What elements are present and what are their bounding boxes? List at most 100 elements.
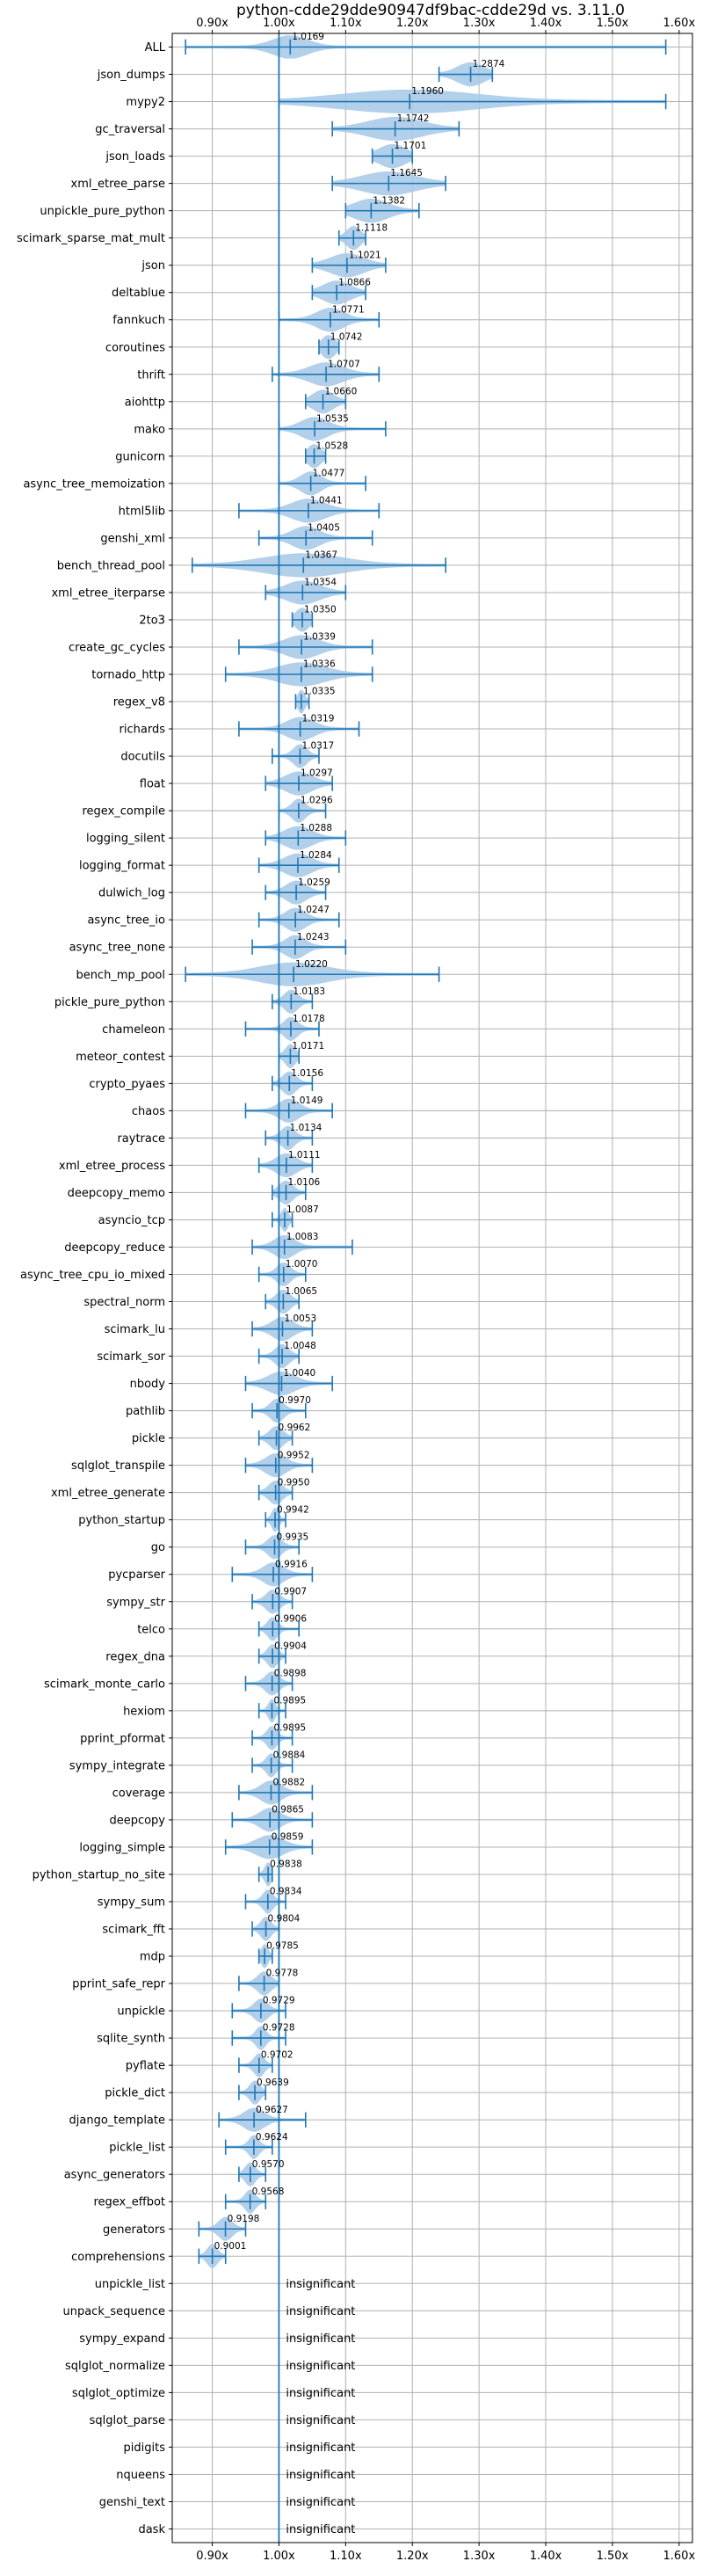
mean-value-label: 0.9198 xyxy=(228,2214,260,2224)
mean-value-label: 0.9838 xyxy=(270,1859,302,1870)
insignificant-label: insignificant xyxy=(286,2523,355,2536)
benchmark-label: regex_dna xyxy=(105,1650,165,1663)
mean-value-label: 0.9898 xyxy=(274,1668,307,1678)
mean-value-label: 1.0183 xyxy=(293,986,325,997)
mean-value-label: 1.1021 xyxy=(349,250,381,260)
mean-value-label: 1.0053 xyxy=(284,1313,316,1324)
x-tick-label-top: 1.20x xyxy=(396,17,429,30)
x-tick-label-top: 1.00x xyxy=(263,17,295,30)
mean-value-label: 1.1701 xyxy=(395,141,427,151)
benchmark-label: scimark_sparse_mat_mult xyxy=(17,232,165,245)
insignificant-label: insignificant xyxy=(286,2278,355,2291)
x-tick-label-top: 1.30x xyxy=(463,17,496,30)
mean-value-label: 0.9785 xyxy=(266,1941,299,1952)
mean-value-label: 0.9804 xyxy=(268,1914,301,1925)
mean-value-label: 0.9702 xyxy=(261,2050,294,2061)
benchmark-label: async_tree_none xyxy=(69,942,165,955)
benchmark-label: bench_thread_pool xyxy=(57,559,165,572)
benchmark-label: async_tree_io xyxy=(87,914,165,928)
benchmark-label: python_startup_no_site xyxy=(33,1868,165,1881)
benchmark-label: async_tree_cpu_io_mixed xyxy=(20,1269,165,1282)
benchmark-label: comprehensions xyxy=(71,2251,165,2264)
mean-value-label: 1.0288 xyxy=(300,823,332,833)
benchmark-label: raytrace xyxy=(117,1132,165,1146)
mean-value-label: 0.9624 xyxy=(256,2132,288,2143)
mean-value-label: 0.9627 xyxy=(256,2105,288,2115)
mean-value-label: 0.9865 xyxy=(272,1805,304,1816)
benchmark-label: unpickle_list xyxy=(95,2278,165,2291)
mean-value-label: 1.0178 xyxy=(293,1014,325,1024)
mean-value-label: 1.0134 xyxy=(290,1123,323,1133)
mean-value-label: 1.0149 xyxy=(291,1095,323,1106)
mean-value-label: 0.9882 xyxy=(272,1778,305,1788)
mean-value-label: 1.0111 xyxy=(288,1150,321,1161)
mean-value-label: 1.2874 xyxy=(473,59,505,69)
mean-value-label: 1.0367 xyxy=(305,550,337,561)
x-tick-label-top: 1.10x xyxy=(330,17,362,30)
benchmark-label: chameleon xyxy=(102,1023,165,1037)
mean-value-label: 0.9884 xyxy=(273,1750,306,1761)
benchmark-label: gunicorn xyxy=(115,450,165,463)
mean-value-label: 1.0317 xyxy=(301,741,334,752)
benchmark-label: django_template xyxy=(69,2114,165,2128)
benchmark-label: xml_etree_generate xyxy=(51,1487,165,1500)
mean-value-label: 1.0335 xyxy=(303,687,336,697)
mean-value-label: 1.1960 xyxy=(411,86,444,97)
benchmark-label: pidigits xyxy=(124,2441,166,2455)
mean-value-label: 1.0220 xyxy=(295,959,328,970)
mean-value-label: 0.9778 xyxy=(266,1968,299,1979)
mean-value-label: 0.9859 xyxy=(272,1832,304,1843)
benchmark-label: sympy_integrate xyxy=(69,1759,165,1772)
benchmark-label: sqlite_synth xyxy=(97,2033,165,2046)
mean-value-label: 0.9942 xyxy=(277,1504,309,1515)
mean-value-label: 1.0048 xyxy=(284,1341,316,1351)
insignificant-label: insignificant xyxy=(286,2305,355,2318)
insignificant-label: insignificant xyxy=(286,2469,355,2482)
x-tick-label-bottom: 1.20x xyxy=(396,2550,429,2563)
mean-value-label: 1.0336 xyxy=(303,659,336,670)
benchmark-label: pickle_dict xyxy=(105,2087,165,2100)
benchmark-label: logging_simple xyxy=(79,1841,165,1854)
mean-value-label: 1.1382 xyxy=(373,195,405,206)
benchmark-label: mypy2 xyxy=(126,96,165,109)
mean-value-label: 1.0087 xyxy=(286,1204,319,1215)
mean-value-label: 1.0319 xyxy=(302,714,335,724)
benchmark-label: regex_compile xyxy=(82,805,165,819)
benchmark-label: mako xyxy=(134,423,165,436)
benchmark-label: nqueens xyxy=(116,2469,165,2482)
mean-value-label: 1.0243 xyxy=(297,932,330,942)
benchmark-label: spectral_norm xyxy=(83,1296,165,1309)
mean-value-label: 1.0297 xyxy=(301,768,333,779)
benchmark-label: json_loads xyxy=(105,150,165,164)
mean-value-label: 1.0350 xyxy=(304,605,337,615)
benchmark-label: scimark_fft xyxy=(102,1924,165,1937)
x-tick-label-bottom: 0.90x xyxy=(196,2550,228,2563)
mean-value-label: 1.0106 xyxy=(287,1177,320,1188)
benchmark-label: sympy_sum xyxy=(98,1896,165,1909)
mean-value-label: 0.9916 xyxy=(275,1559,308,1569)
benchmark-label: meteor_contest xyxy=(76,1051,165,1064)
mean-value-label: 1.0528 xyxy=(316,440,349,451)
benchmark-label: pprint_pformat xyxy=(80,1732,165,1745)
benchmark-label: sqlglot_parse xyxy=(90,2414,165,2427)
mean-value-label: 1.0065 xyxy=(285,1286,317,1297)
mean-value-label: 1.1118 xyxy=(355,222,388,233)
benchmark-label: regex_v8 xyxy=(113,696,165,709)
mean-value-label: 0.9570 xyxy=(252,2159,285,2170)
violin-layer xyxy=(185,35,666,2268)
benchmark-label: create_gc_cycles xyxy=(69,641,165,654)
benchmark-label: sqlglot_transpile xyxy=(71,1459,165,1473)
benchmark-label: aiohttp xyxy=(125,396,165,409)
mean-value-label: 0.9907 xyxy=(274,1586,307,1597)
benchmark-label: scimark_sor xyxy=(97,1350,165,1364)
benchmark-label: docutils xyxy=(120,751,165,764)
benchmark-label: sqlglot_normalize xyxy=(65,2360,165,2373)
insignificant-label: insignificant xyxy=(286,2332,355,2346)
mean-value-label: 0.9962 xyxy=(279,1423,311,1433)
benchmark-label: async_generators xyxy=(64,2169,166,2182)
insignificant-label: insignificant xyxy=(286,2414,355,2427)
benchmark-label: xml_etree_iterparse xyxy=(51,586,165,600)
mean-value-label: 1.0660 xyxy=(325,386,358,397)
x-tick-label-bottom: 1.50x xyxy=(597,2550,629,2563)
